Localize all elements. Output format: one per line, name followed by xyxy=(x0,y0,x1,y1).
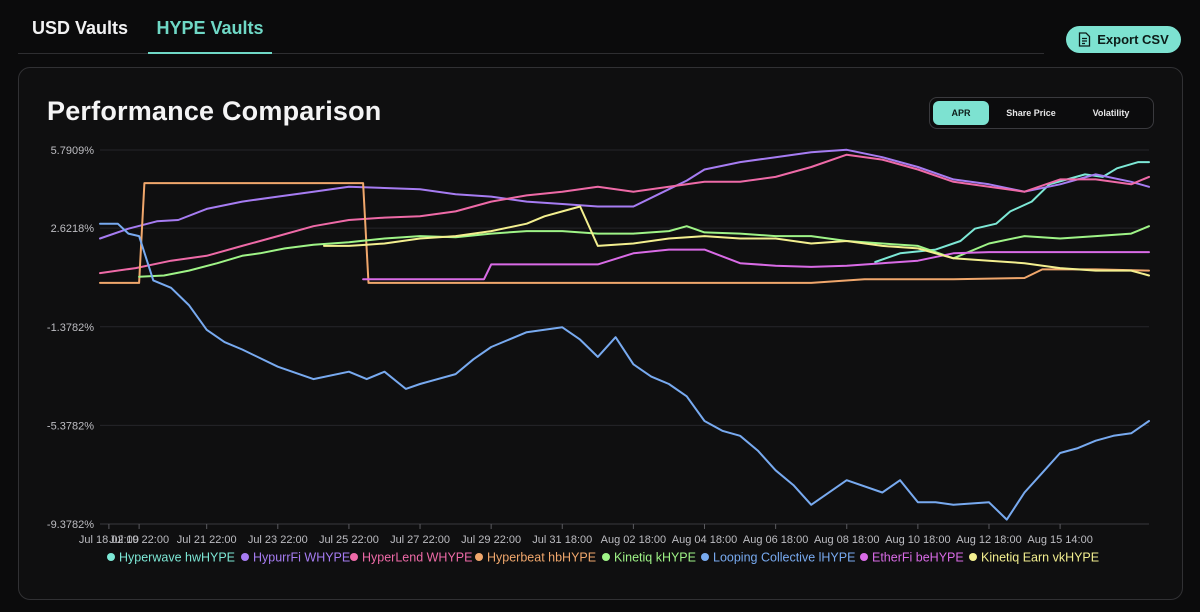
export-csv-button[interactable]: Export CSV xyxy=(1066,26,1181,53)
y-tick-label: -5.3782% xyxy=(47,420,94,432)
y-tick-label: 2.6218% xyxy=(51,223,95,235)
x-tick-label: Aug 04 18:00 xyxy=(672,534,737,546)
legend-label: HyperLend WHYPE xyxy=(362,551,472,565)
y-tick-label: 5.7909% xyxy=(51,145,95,157)
legend-swatch xyxy=(860,553,868,561)
csv-file-icon xyxy=(1079,32,1091,47)
metric-toggle: APR Share Price Volatility xyxy=(929,97,1154,129)
y-tick-label: -9.3782% xyxy=(47,519,94,531)
x-tick-label: Aug 08 18:00 xyxy=(814,534,879,546)
legend-swatch xyxy=(969,553,977,561)
x-tick-label: Aug 12 18:00 xyxy=(956,534,1021,546)
legend-label: HypurrFi WHYPE xyxy=(253,551,350,565)
legend-item[interactable]: HyperLend WHYPE xyxy=(350,551,472,565)
legend-label: Kinetiq Earn vkHYPE xyxy=(981,551,1099,565)
legend-label: Kinetiq kHYPE xyxy=(614,551,696,565)
legend-item[interactable]: HypurrFi WHYPE xyxy=(241,551,350,565)
x-tick-label: Aug 15 14:00 xyxy=(1027,534,1092,546)
series-line-hyperwave-hwhype xyxy=(874,161,1150,263)
legend-item[interactable]: Kinetiq Earn vkHYPE xyxy=(969,551,1099,565)
x-tick-label: Jul 31 18:00 xyxy=(532,534,592,546)
series-line-etherfi-behype xyxy=(362,248,1150,281)
vault-tabs: USD Vaults HYPE Vaults xyxy=(18,0,1044,54)
toggle-apr[interactable]: APR xyxy=(933,101,989,125)
legend-item[interactable]: EtherFi beHYPE xyxy=(860,551,964,565)
y-tick-label: -1.3782% xyxy=(47,322,94,334)
legend-label: Looping Collective lHYPE xyxy=(713,551,855,565)
legend-label: EtherFi beHYPE xyxy=(872,551,964,565)
series-line-hyperbeat-hbhype xyxy=(99,182,1150,284)
toggle-volatility[interactable]: Volatility xyxy=(1092,108,1130,118)
tab-usd-vaults[interactable]: USD Vaults xyxy=(32,18,129,38)
legend-swatch xyxy=(241,553,249,561)
x-tick-label: Aug 06 18:00 xyxy=(743,534,808,546)
legend-swatch xyxy=(475,553,483,561)
legend-label: Hyperbeat hbHYPE xyxy=(487,551,596,565)
series-line-kinetiq-earn-vkhype xyxy=(323,205,1150,277)
tab-hype-vaults[interactable]: HYPE Vaults xyxy=(148,18,272,54)
legend-item[interactable]: Looping Collective lHYPE xyxy=(701,551,855,565)
series-line-kinetiq-khype xyxy=(138,225,1150,278)
export-csv-label: Export CSV xyxy=(1097,32,1169,47)
toggle-share-price[interactable]: Share Price xyxy=(1006,108,1056,118)
x-tick-label: Jul 27 22:00 xyxy=(390,534,450,546)
x-tick-label: Jul 19 22:00 xyxy=(109,534,169,546)
x-tick-label: Jul 23 22:00 xyxy=(248,534,308,546)
legend-item[interactable]: Kinetiq kHYPE xyxy=(602,551,696,565)
legend-item[interactable]: Hyperbeat hbHYPE xyxy=(475,551,596,565)
legend-swatch xyxy=(350,553,358,561)
legend-swatch xyxy=(602,553,610,561)
x-tick-label: Aug 02 18:00 xyxy=(601,534,666,546)
x-tick-label: Aug 10 18:00 xyxy=(885,534,950,546)
series-line-hypurrfi-whype xyxy=(99,148,1150,240)
x-tick-label: Jul 21 22:00 xyxy=(177,534,237,546)
series-line-hyperlend-whype xyxy=(99,153,1150,275)
legend-swatch xyxy=(107,553,115,561)
legend-label: Hyperwave hwHYPE xyxy=(119,551,235,565)
x-tick-label: Jul 25 22:00 xyxy=(319,534,379,546)
legend-item[interactable]: Hyperwave hwHYPE xyxy=(107,551,235,565)
legend-swatch xyxy=(701,553,709,561)
x-tick-label: Jul 18 02:00 xyxy=(79,534,139,546)
x-tick-label: Jul 29 22:00 xyxy=(461,534,521,546)
series-line-looping-collective-lhype xyxy=(99,222,1150,521)
panel-title: Performance Comparison xyxy=(47,96,382,126)
